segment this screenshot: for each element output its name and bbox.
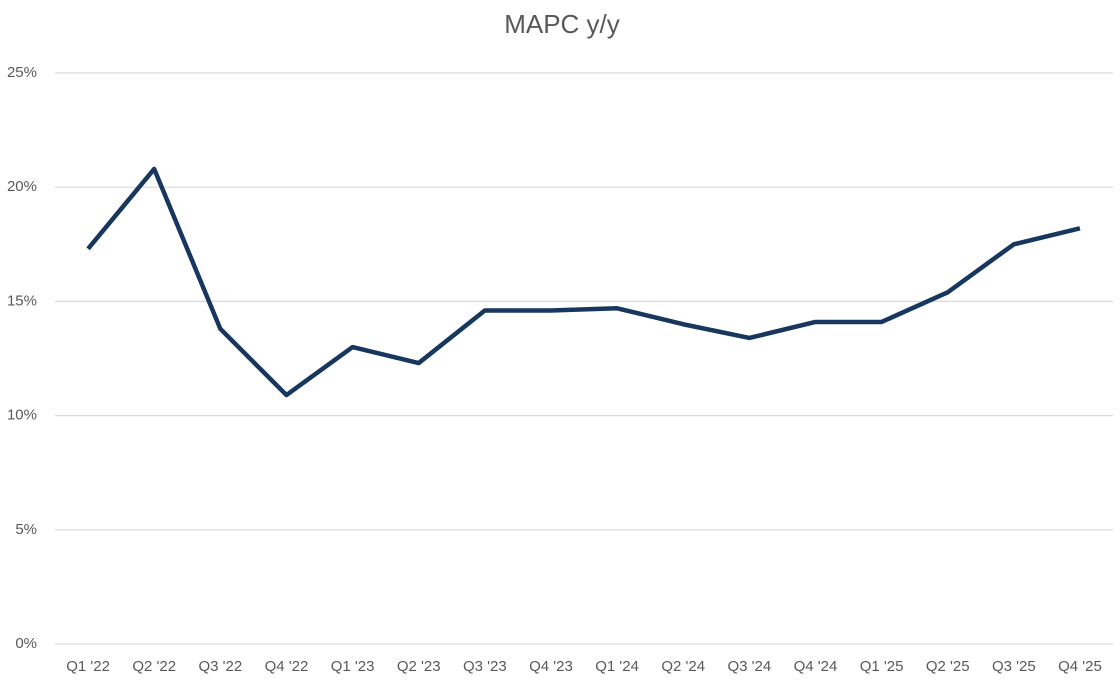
x-tick-label: Q1 '25 (860, 658, 904, 675)
x-tick-label: Q3 '24 (727, 658, 771, 675)
y-tick-label: 5% (15, 521, 37, 538)
x-tick-label: Q3 '23 (463, 658, 507, 675)
x-tick-label: Q4 '23 (529, 658, 573, 675)
chart-title: MAPC y/y (504, 9, 620, 39)
x-tick-label: Q1 '22 (66, 658, 110, 675)
x-tick-label: Q2 '23 (397, 658, 441, 675)
x-tick-label: Q3 '22 (198, 658, 242, 675)
x-tick-label: Q2 '25 (926, 658, 970, 675)
y-tick-label: 25% (7, 64, 37, 81)
x-tick-label: Q3 '25 (992, 658, 1036, 675)
x-tick-label: Q1 '24 (595, 658, 639, 675)
x-tick-label: Q1 '23 (331, 658, 375, 675)
x-tick-label: Q2 '24 (661, 658, 705, 675)
x-tick-label: Q4 '24 (794, 658, 838, 675)
y-tick-label: 10% (7, 407, 37, 424)
data-line (86, 166, 1081, 398)
x-tick-label: Q4 '25 (1058, 658, 1102, 675)
x-tick-label: Q4 '22 (265, 658, 309, 675)
y-tick-label: 0% (15, 635, 37, 652)
x-tick-label: Q2 '22 (132, 658, 176, 675)
y-tick-label: 15% (7, 292, 37, 309)
y-tick-label: 20% (7, 178, 37, 195)
